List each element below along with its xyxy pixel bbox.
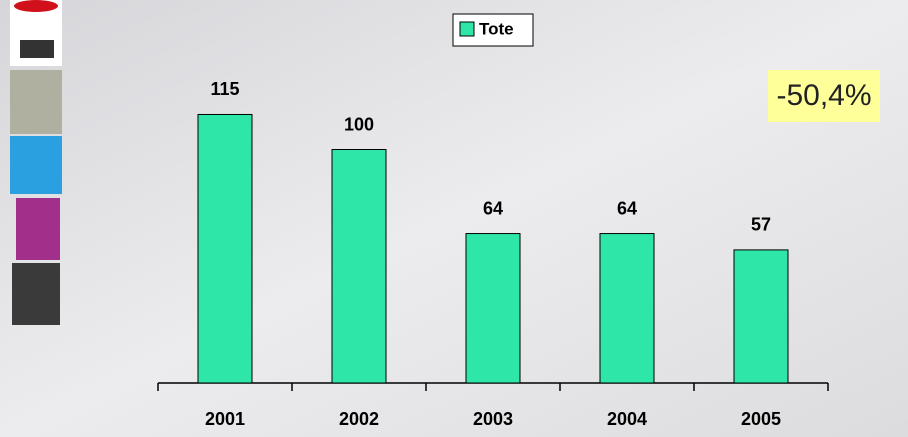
bar [198, 114, 252, 383]
bar [332, 150, 386, 384]
thumbnail [10, 136, 62, 194]
x-tick-label: 2002 [339, 409, 379, 429]
x-tick-label: 2005 [741, 409, 781, 429]
chart: Tote -50,4% 2001 115 2002 100 2003 64 2004 64 20… [0, 0, 908, 437]
legend-label: Tote [479, 19, 514, 38]
value-label: 64 [483, 198, 503, 218]
thumbnail [16, 198, 60, 260]
side-thumbnails [10, 0, 62, 325]
bar [466, 234, 520, 383]
thumbnail-art [14, 0, 58, 12]
thumbnail-art [20, 40, 54, 58]
legend: Tote [453, 14, 533, 46]
x-tick-label: 2003 [473, 409, 513, 429]
thumbnail [12, 263, 60, 325]
x-tick-label: 2004 [607, 409, 647, 429]
legend-swatch [460, 22, 474, 36]
page: {"chart_data": {"type": "bar", "categori… [0, 0, 908, 437]
annotation: -50,4% [776, 79, 871, 112]
x-tick-label: 2001 [205, 409, 245, 429]
value-label: 100 [344, 114, 374, 134]
value-label: 57 [751, 215, 771, 235]
value-label: 64 [617, 198, 637, 218]
value-label: 115 [210, 79, 239, 99]
bar [600, 234, 654, 383]
bar [734, 250, 788, 383]
thumbnail [10, 70, 62, 134]
